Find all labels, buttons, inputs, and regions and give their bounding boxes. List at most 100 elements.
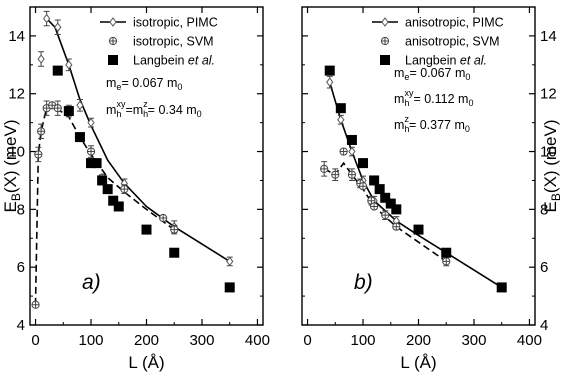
panel-b-pimc-point [326,77,334,87]
anno-rest: = 0.067 m [409,66,465,80]
panel-b-mass-annotation: mhz= 0.377 m0 [394,114,470,134]
panel-a-x-tick-label: 200 [134,332,159,349]
circle-plus-cross [370,202,378,211]
panel-b-y-tick-label: 12 [540,86,557,103]
panel-a-pimc-point [87,117,95,128]
panel-a-y-tick-label: 10 [8,144,25,161]
panel-b-langbein-point [335,103,346,114]
panel-a-pimc-point [43,13,51,24]
circle-plus-cross [348,171,356,179]
panel-a-langbein-point [113,201,124,212]
legend-marker-square [108,55,118,65]
circle-plus-cross [320,165,328,173]
circle-plus-cross [359,182,367,190]
anno-main: m [106,76,116,90]
panel-a-svm-point [31,300,40,309]
panel-a-y-tick-label: 4 [17,317,25,334]
panel-b-pimc-point [337,114,345,125]
anno-sup: z [404,114,409,124]
panel-a-y-tick-label: 14 [8,28,25,45]
panel-a-svm-point [159,213,168,223]
panel-b-y-tick-label: 10 [540,144,557,161]
circle-plus-cross [170,226,178,234]
anno-sub: h [116,109,121,119]
panel-a-legend-label: isotropic, PIMC [133,16,218,30]
panel-b-langbein-point [441,247,452,258]
anno-sub: 0 [468,98,473,108]
legend-label-italic: et al. [460,54,487,68]
panel-a-langbein-point [224,282,235,293]
legend-label-italic: et al. [188,54,215,68]
panel-a-langbein-point [86,158,97,169]
panel-a-y-tick-label: 6 [17,259,25,276]
circle-plus-cross [48,101,56,109]
panel-b-svm-point [320,164,329,173]
panel-b-legend-item: anisotropic, PIMC [372,16,504,30]
panel-b-svm-point [381,211,390,220]
anno-sub: e [116,82,121,92]
legend-label-pre: Langbein [133,54,188,68]
panel-b-langbein-point [346,134,357,145]
legend-marker-diamond [381,17,389,27]
anno-main: m [394,92,404,106]
circle-plus-cross [392,223,400,231]
panel-a-y-axis-label: EB(X) (meV) [1,119,23,212]
panel-a-pimc-point [54,22,62,33]
anno-rest: = 0.067 m [121,76,177,90]
anno-sub: e [404,72,409,82]
panel-b-langbein-point [324,65,335,76]
panel-b-svm-point [392,222,401,231]
panel-b-legend-item: anisotropic, SVM [380,35,499,49]
panel-a-legend-item: isotropic, PIMC [100,16,218,30]
circle-plus-cross [367,197,375,205]
circle-plus-cross [37,127,45,135]
anno-rest: = 0.377 m [409,118,465,132]
anno-sub: 0 [465,72,470,82]
panel-a-y-tick-label: 12 [8,86,25,103]
panel-a-pimc-point [37,54,45,64]
panel-b-x-tick-label: 0 [303,332,311,349]
anno-main: m [394,118,404,132]
anno-sup: z [143,99,148,109]
anno-sub: 0 [177,82,182,92]
panel-b-langbein-point [385,198,396,209]
panel-b-legend-label: anisotropic, SVM [405,35,499,49]
y-axis-label-main: E [1,201,20,212]
panel-a-chart: 0 100 200 300 400 4 6 8 10 12 14 L (Å) EB(X) (meV) is… [1,6,270,372]
panel-a-langbein-point [52,65,63,76]
anno-mid: =m [125,103,143,117]
panel-b-langbein-point [496,282,507,293]
panel-b-legend-item: Langbein et al. [380,54,487,68]
panel-a-svm-point [120,185,129,194]
panel-a-legend-item: isotropic, SVM [108,35,214,49]
panel-a-langbein-point [97,175,108,186]
panel-b-x-tick-label: 200 [406,332,431,349]
panel-b-mass-annotation: mhxy= 0.112 m0 [394,88,473,108]
legend-marker-circle-plus [108,36,118,46]
panel-a-x-tick-label: 100 [79,332,104,349]
panel-a-svm-point [53,104,62,113]
circle-plus-cross [120,185,128,193]
panel-a-langbein-point [108,195,119,206]
panel-a-x-tick-label: 300 [189,332,214,349]
anno-rest: = 0.112 m [413,92,468,106]
panel-b-y-tick-label: 6 [540,259,548,276]
circle-plus-cross [381,37,389,45]
panel-b-langbein-point [358,158,369,169]
anno-sup: xy [116,99,126,109]
circle-plus-cross [34,150,42,159]
panel-a-x-tick-label: 400 [245,332,270,349]
panel-a-langbein-point [102,184,113,195]
anno-sub: h [143,109,148,119]
panel-b-y-tick-label: 14 [540,28,557,45]
panel-a-pimc-point [65,59,73,70]
panel-b-x-tick-label: 400 [517,332,542,349]
panel-b-svm-point [370,202,379,211]
legend-marker-diamond [109,17,117,27]
panel-b-x-axis-label: L (Å) [400,353,436,372]
legend-marker-circle-plus [380,36,390,46]
panel-b-svm-point [347,170,357,179]
panel-a-langbein-point [74,132,85,143]
